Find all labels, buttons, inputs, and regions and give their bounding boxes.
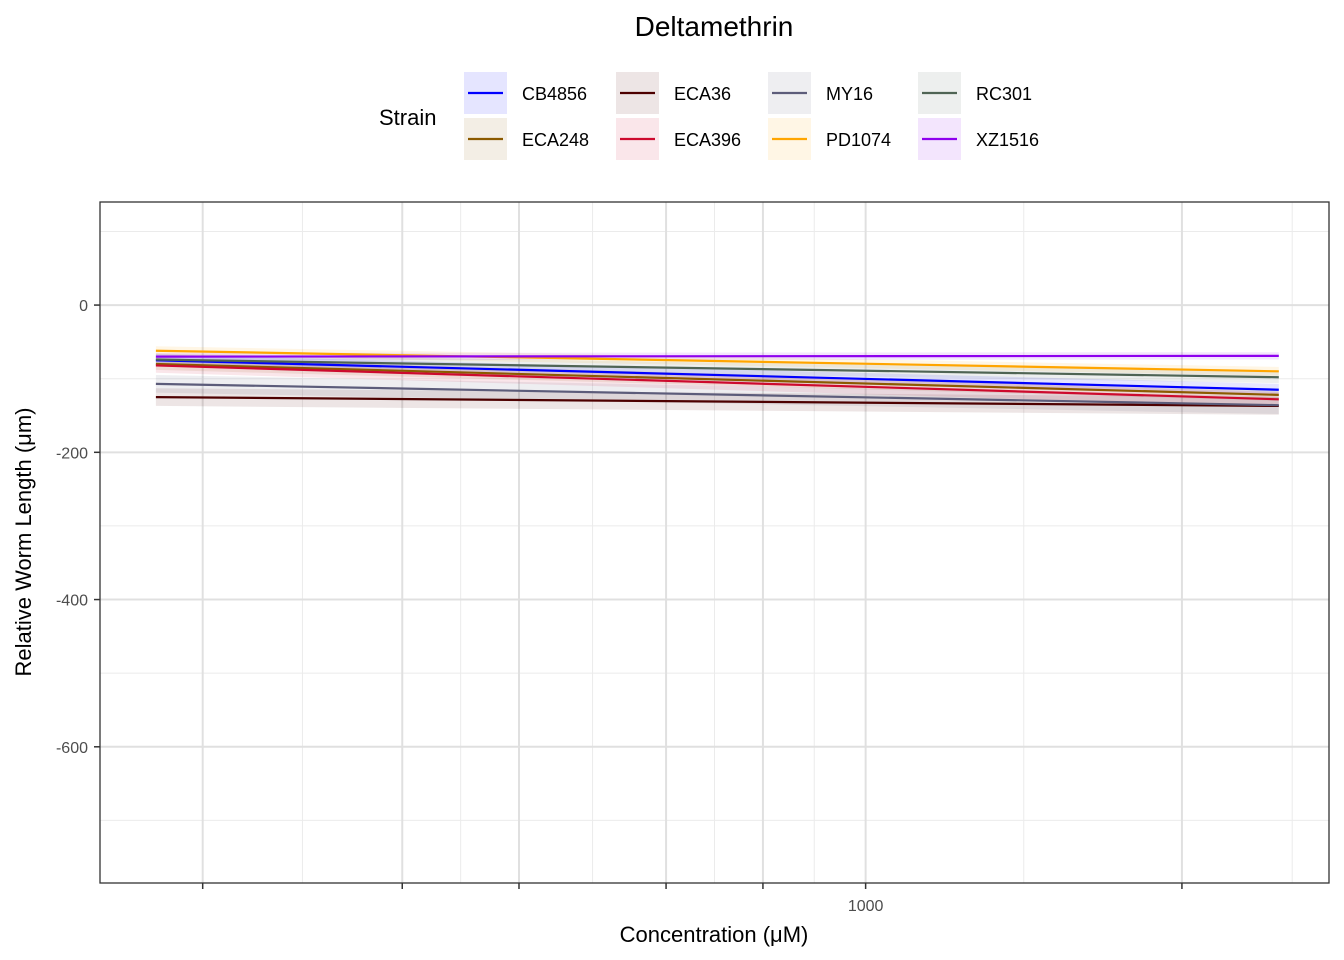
x-axis-title: Concentration (μM) bbox=[620, 922, 809, 947]
legend-label: ECA396 bbox=[674, 130, 741, 150]
plot-area bbox=[99, 201, 1330, 884]
legend-label: ECA36 bbox=[674, 84, 731, 104]
legend-item-my16: MY16 bbox=[768, 72, 873, 114]
y-axis-title: Relative Worm Length (μm) bbox=[11, 407, 36, 676]
legend-label: CB4856 bbox=[522, 84, 587, 104]
legend-label: MY16 bbox=[826, 84, 873, 104]
y-axis: 0 -200 -400 -600 bbox=[56, 298, 100, 757]
legend-item-cb4856: CB4856 bbox=[464, 72, 587, 114]
legend-item-xz1516: XZ1516 bbox=[918, 118, 1039, 160]
legend-label: ECA248 bbox=[522, 130, 589, 150]
legend-item-eca36: ECA36 bbox=[616, 72, 731, 114]
y-tick-label: -200 bbox=[56, 445, 88, 462]
y-tick-label: -400 bbox=[56, 593, 88, 610]
legend-label: PD1074 bbox=[826, 130, 891, 150]
x-axis: 1000 bbox=[201, 883, 1183, 915]
legend-title: Strain bbox=[379, 105, 436, 130]
y-tick-label: 0 bbox=[79, 298, 88, 315]
series-line-rc301 bbox=[155, 358, 1279, 379]
legend: Strain CB4856 ECA248 ECA36 ECA396 MY16 PD1074… bbox=[379, 72, 1039, 160]
series-line-pd1074 bbox=[155, 349, 1279, 373]
legend-item-pd1074: PD1074 bbox=[768, 118, 891, 160]
legend-item-eca396: ECA396 bbox=[616, 118, 741, 160]
series-line-xz1516 bbox=[155, 354, 1279, 358]
legend-label: XZ1516 bbox=[976, 130, 1039, 150]
series-line-eca36 bbox=[155, 395, 1279, 408]
legend-item-rc301: RC301 bbox=[918, 72, 1032, 114]
panel-border bbox=[99, 201, 1330, 884]
series-line-eca396 bbox=[155, 364, 1279, 401]
series-line-eca248 bbox=[155, 362, 1279, 396]
legend-label: RC301 bbox=[976, 84, 1032, 104]
series-line-my16 bbox=[155, 382, 1279, 407]
x-tick-label: 1000 bbox=[848, 898, 884, 915]
legend-item-eca248: ECA248 bbox=[464, 118, 589, 160]
y-tick-label: -600 bbox=[56, 740, 88, 757]
chart-title: Deltamethrin bbox=[635, 11, 794, 42]
series-line-cb4856 bbox=[155, 359, 1279, 391]
